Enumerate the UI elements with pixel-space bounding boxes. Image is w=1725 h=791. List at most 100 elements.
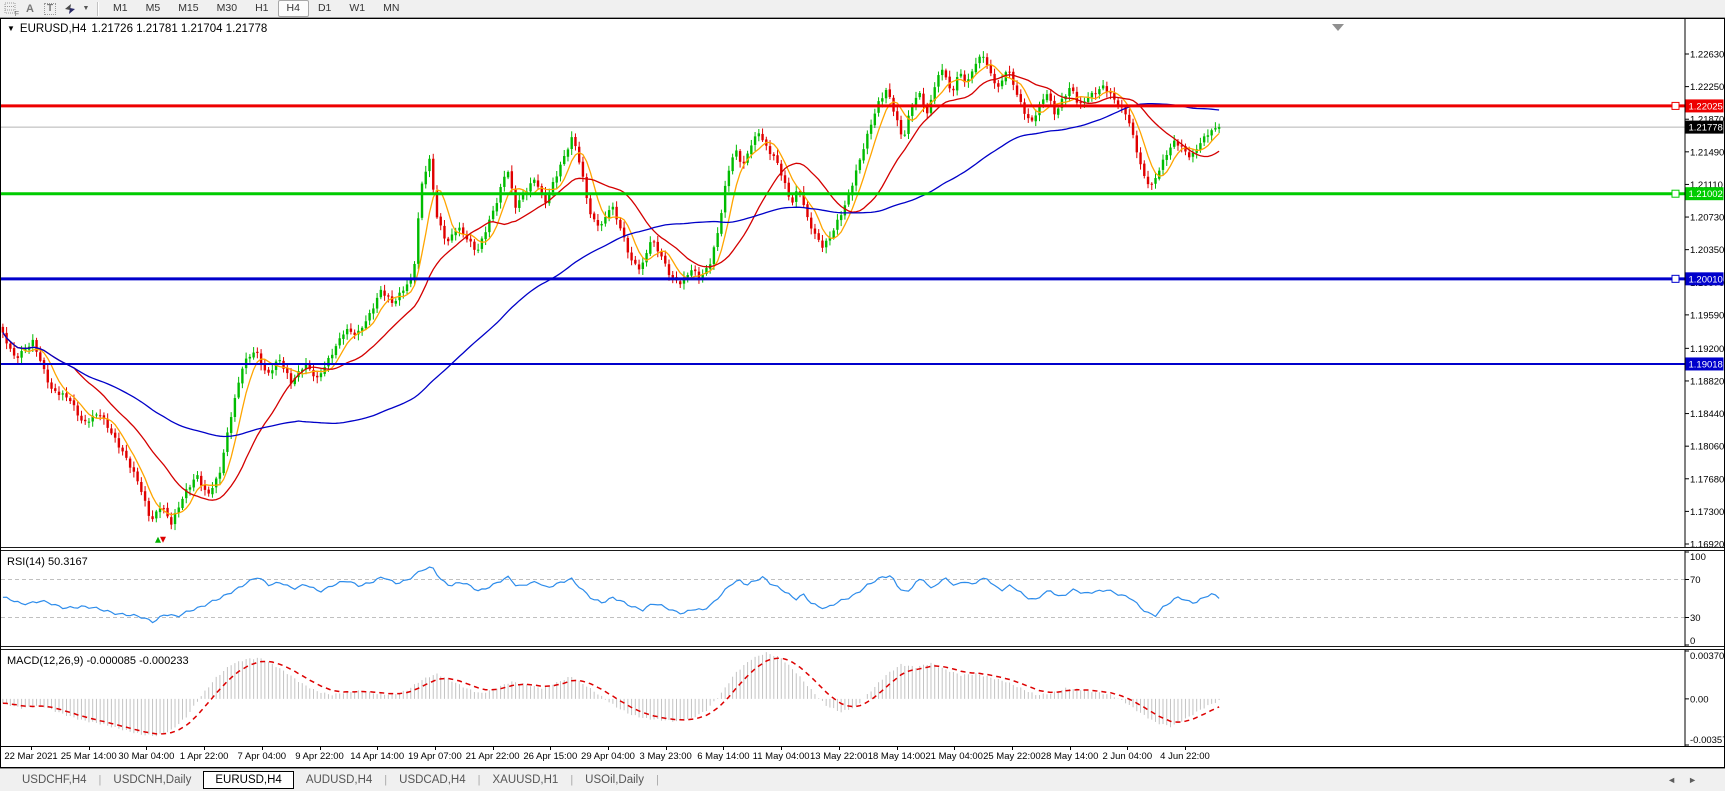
date-label: 22 Mar 2021 bbox=[4, 751, 58, 762]
macd-indicator-label: MACD(12,26,9) -0.000085 -0.000233 bbox=[7, 655, 189, 667]
svg-text:30: 30 bbox=[1690, 613, 1701, 624]
tab-usdcad-h4[interactable]: USDCAD,H4 bbox=[399, 774, 466, 786]
tab-xauusd-h1[interactable]: XAUUSD,H1 bbox=[492, 774, 559, 786]
svg-text:1.22025: 1.22025 bbox=[1689, 101, 1723, 112]
pane-separator[interactable] bbox=[1, 547, 1724, 551]
svg-text:1.22630: 1.22630 bbox=[1690, 50, 1724, 61]
tab-separator: | bbox=[384, 774, 388, 786]
svg-text:1.20730: 1.20730 bbox=[1690, 213, 1724, 224]
timeframe-button-h1[interactable]: H1 bbox=[255, 2, 269, 14]
date-tick bbox=[781, 747, 783, 750]
date-tick bbox=[665, 747, 667, 750]
svg-text:1.21490: 1.21490 bbox=[1690, 147, 1724, 158]
date-tick bbox=[377, 747, 379, 750]
date-label: 3 May 23:00 bbox=[639, 751, 692, 762]
date-label: 21 Apr 22:00 bbox=[465, 751, 520, 762]
date-label: 6 May 14:00 bbox=[697, 751, 750, 762]
text-t-glyph: T bbox=[43, 2, 57, 15]
timeframe-button-m15[interactable]: M15 bbox=[178, 2, 199, 14]
tab-scroll-right-icon[interactable]: ► bbox=[1688, 775, 1697, 785]
rsi-panel[interactable]: 100 70 30 0 bbox=[1, 551, 1724, 646]
svg-text:1.17300: 1.17300 bbox=[1690, 507, 1724, 518]
rsi-indicator-label: RSI(14) 50.3167 bbox=[7, 556, 88, 568]
svg-text:1.18440: 1.18440 bbox=[1690, 409, 1724, 420]
svg-text:1.21002: 1.21002 bbox=[1689, 189, 1723, 200]
svg-text:70: 70 bbox=[1690, 575, 1701, 586]
date-label: 25 Mar 14:00 bbox=[60, 751, 117, 762]
timeframe-button-w1[interactable]: W1 bbox=[349, 2, 366, 14]
date-tick bbox=[146, 747, 148, 750]
macd-title: MACD(12,26,9) bbox=[7, 655, 84, 667]
date-label: 25 May 22:00 bbox=[983, 751, 1041, 762]
svg-text:0.003701: 0.003701 bbox=[1690, 651, 1724, 662]
chart-title: ▼ EURUSD,H4 1.21726 1.21781 1.21704 1.21… bbox=[7, 23, 267, 35]
svg-text:0.00: 0.00 bbox=[1690, 694, 1709, 705]
timeframe-button-h4[interactable]: H4 bbox=[277, 0, 309, 17]
date-tick bbox=[261, 747, 263, 750]
date-tick bbox=[1069, 747, 1071, 750]
date-label: 11 May 04:00 bbox=[752, 751, 810, 762]
date-tick bbox=[723, 747, 725, 750]
date-label: 2 Jun 04:00 bbox=[1102, 751, 1153, 762]
grid-f-letter: F bbox=[14, 10, 19, 18]
date-label: 9 Apr 22:00 bbox=[295, 751, 344, 762]
tab-usdchf-h4[interactable]: USDCHF,H4 bbox=[22, 774, 87, 786]
price-chart[interactable]: 1.22630 1.22250 1.21870 1.21490 1.21110 1.207… bbox=[1, 19, 1724, 547]
date-label: 29 Apr 04:00 bbox=[581, 751, 635, 762]
date-tick bbox=[1127, 747, 1129, 750]
tab-scroll-left-icon[interactable]: ◄ bbox=[1667, 775, 1677, 785]
chart-tab-bar: USDCHF,H4 | USDCNH,Daily EURUSD,H4 AUDUSD,H4… bbox=[0, 768, 1725, 791]
date-label: 1 Apr 22:00 bbox=[179, 751, 229, 762]
date-tick bbox=[954, 747, 956, 750]
collapse-triangle-icon[interactable]: ▼ bbox=[7, 24, 15, 33]
tab-separator: | bbox=[477, 774, 481, 786]
rsi-title: RSI(14) bbox=[7, 556, 45, 568]
svg-text:1.16920: 1.16920 bbox=[1690, 540, 1724, 548]
timeframe-button-d1[interactable]: D1 bbox=[317, 2, 332, 14]
svg-text:-0.00357: -0.00357 bbox=[1690, 735, 1724, 746]
chart-ohlc-values: 1.21726 1.21781 1.21704 1.21778 bbox=[91, 23, 268, 35]
arrows-glyph-icon bbox=[65, 3, 75, 14]
tab-usdcnh-daily[interactable]: USDCNH,Daily bbox=[113, 774, 192, 786]
svg-text:1.20010: 1.20010 bbox=[1689, 274, 1723, 285]
svg-text:0: 0 bbox=[1690, 636, 1695, 646]
macd-panel[interactable]: 0.003701 0.00 -0.00357 bbox=[1, 650, 1724, 746]
date-tick bbox=[1011, 747, 1013, 750]
svg-text:1.18060: 1.18060 bbox=[1690, 442, 1724, 453]
date-label: 4 Jun 22:00 bbox=[1160, 751, 1210, 762]
tab-audusd-h4[interactable]: AUDUSD,H4 bbox=[305, 774, 373, 786]
caret-glyph: ▼ bbox=[82, 5, 90, 12]
dropdown-caret-icon[interactable]: ▼ bbox=[81, 1, 91, 17]
timeframe-button-mn[interactable]: MN bbox=[383, 2, 400, 14]
timeframe-button-m5[interactable]: M5 bbox=[145, 2, 161, 14]
svg-text:1.21870: 1.21870 bbox=[1690, 115, 1724, 126]
svg-text:1.19200: 1.19200 bbox=[1690, 344, 1724, 355]
timeframe-button-m30[interactable]: M30 bbox=[216, 2, 238, 14]
date-tick bbox=[838, 747, 840, 750]
chart-symbol: EURUSD,H4 bbox=[19, 23, 87, 35]
date-tick bbox=[1185, 747, 1186, 750]
macd-values: -0.000085 -0.000233 bbox=[86, 655, 189, 667]
date-axis[interactable]: 22 Mar 2021 25 Mar 14:00 30 Mar 04:00 1 Apr… bbox=[1, 746, 1724, 767]
date-label: 19 Apr 07:00 bbox=[407, 751, 462, 762]
timeframe-button-m1[interactable]: M1 bbox=[113, 2, 128, 14]
tab-separator: | bbox=[98, 774, 102, 786]
date-label: 21 May 04:00 bbox=[925, 751, 983, 762]
font-icon[interactable]: A bbox=[21, 1, 39, 17]
svg-text:1.22250: 1.22250 bbox=[1690, 82, 1724, 93]
date-label: 18 May 14:00 bbox=[867, 751, 926, 762]
tab-separator: | bbox=[655, 774, 659, 786]
date-label: 7 Apr 04:00 bbox=[237, 751, 287, 762]
drawing-arrows-icon[interactable] bbox=[61, 1, 79, 17]
pane-separator[interactable] bbox=[1, 646, 1724, 650]
timeframe-buttons: M1 M5 M15 M30 H1 H4 D1 W1 MN bbox=[104, 0, 408, 18]
font-a-glyph: A bbox=[26, 2, 34, 15]
grid-f-icon[interactable]: F bbox=[1, 1, 19, 18]
date-tick bbox=[896, 747, 898, 750]
text-label-icon[interactable]: T bbox=[41, 1, 59, 17]
tab-usoil-daily[interactable]: USOil,Daily bbox=[585, 774, 644, 786]
date-label: 14 Apr 14:00 bbox=[350, 751, 405, 762]
tab-eurusd-h4[interactable]: EURUSD,H4 bbox=[203, 771, 294, 789]
toolbar-separator bbox=[97, 1, 99, 16]
